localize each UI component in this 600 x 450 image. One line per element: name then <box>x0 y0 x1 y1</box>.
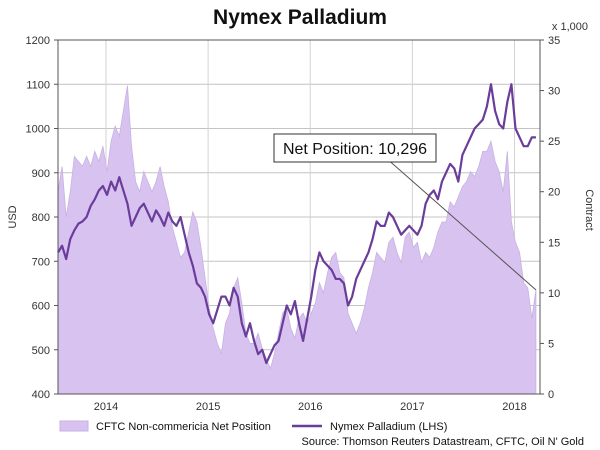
left-tick-label-5: 900 <box>32 168 50 180</box>
right-tick-label-1: 5 <box>548 338 554 350</box>
right-tick-label-4: 20 <box>548 187 560 199</box>
source-note: Source: Thomson Reuters Datastream, CFTC… <box>302 436 585 448</box>
annotation-leader <box>390 161 537 291</box>
left-tick-label-7: 1100 <box>26 79 50 91</box>
legend-line-label: Nymex Palladium (LHS) <box>330 421 447 433</box>
left-tick-label-4: 800 <box>32 212 50 224</box>
left-tick-label-2: 600 <box>32 301 50 313</box>
annotation-text: Net Position: 10,296 <box>283 141 427 158</box>
x-tick-label-4: 2018 <box>502 401 526 413</box>
chart-title: Nymex Palladium <box>213 6 387 29</box>
x-tick-label-0: 2014 <box>94 401 118 413</box>
legend-area-label: CFTC Non-commericia Net Position <box>96 421 271 433</box>
left-tick-label-1: 500 <box>32 345 50 357</box>
right-axis-title: Contract <box>583 189 595 231</box>
right-tick-label-0: 0 <box>548 389 554 401</box>
right-tick-label-5: 25 <box>548 136 560 148</box>
right-tick-label-2: 10 <box>548 288 560 300</box>
legend-area-swatch <box>59 420 89 432</box>
left-tick-label-3: 700 <box>32 256 50 268</box>
left-tick-label-0: 400 <box>32 389 50 401</box>
right-tick-label-3: 15 <box>548 237 560 249</box>
right-tick-label-6: 30 <box>548 86 560 98</box>
right-tick-label-7: 35 <box>548 35 560 47</box>
plot-layer: 400 500 600 700 800 900 1000 1100 1200 0 5 10 15 20 25… <box>7 21 595 413</box>
left-axis-title: USD <box>7 205 19 228</box>
legend: CFTC Non-commericia Net Position Nymex P… <box>59 420 447 433</box>
x-tick-label-3: 2017 <box>400 401 424 413</box>
x-tick-label-2: 2016 <box>298 401 322 413</box>
annotation-box <box>273 133 437 163</box>
x-tick-label-1: 2015 <box>196 401 220 413</box>
left-tick-label-8: 1200 <box>26 35 50 47</box>
left-tick-label-6: 1000 <box>26 124 50 136</box>
right-axis-unit: x 1,000 <box>552 21 588 33</box>
line-palladium-price <box>57 83 536 365</box>
